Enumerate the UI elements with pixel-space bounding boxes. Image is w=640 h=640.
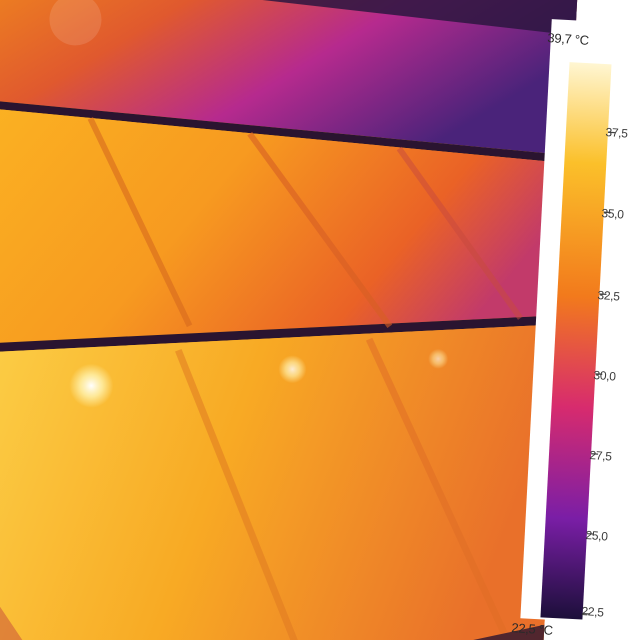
scale-tick-label: 30,0 [593, 368, 617, 384]
scale-min-label: 22,5 °C [510, 620, 554, 638]
scale-tick-label: 27,5 [589, 448, 613, 464]
scale-tick-label: 35,0 [601, 206, 625, 222]
temperature-scale [520, 19, 632, 623]
scale-color-bar [540, 62, 612, 620]
scale-tick-label: 25,0 [585, 528, 609, 544]
scale-tick-label: 37,5 [605, 125, 629, 141]
scale-tick-label: 22,5 [581, 604, 605, 620]
scale-ticks [582, 131, 615, 615]
scale-max-label: 39,7 °C [546, 30, 590, 48]
scale-tick-label: 32,5 [597, 288, 621, 304]
